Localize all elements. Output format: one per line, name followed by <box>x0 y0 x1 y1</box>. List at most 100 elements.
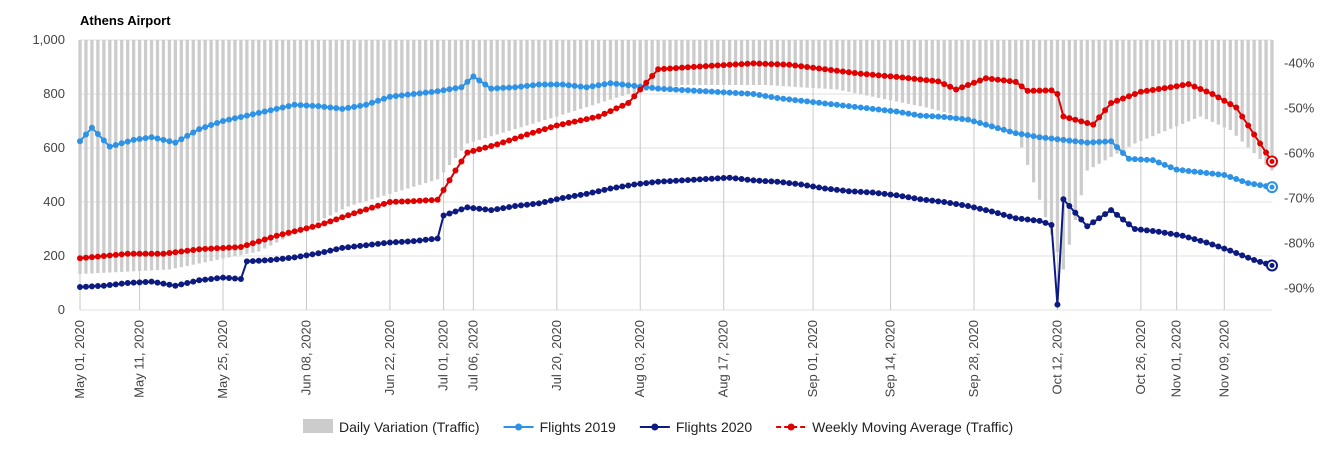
legend-item[interactable]: Flights 2020 <box>639 419 752 435</box>
data-point <box>118 280 125 287</box>
data-point <box>1209 91 1216 97</box>
data-point <box>1048 135 1055 142</box>
y-right-tick-label: -50% <box>1284 101 1315 116</box>
data-point <box>619 183 626 190</box>
data-point <box>744 60 751 67</box>
variation-bar <box>1216 40 1220 125</box>
data-point <box>1143 227 1150 234</box>
data-point <box>816 99 823 106</box>
variation-bar <box>316 40 321 222</box>
data-point <box>631 181 638 188</box>
data-point <box>1239 113 1246 120</box>
data-point <box>482 206 489 213</box>
data-point <box>488 143 495 150</box>
data-point <box>112 251 119 258</box>
data-point <box>833 186 840 193</box>
variation-bar <box>1180 40 1185 124</box>
legend-item[interactable]: Flights 2019 <box>503 419 616 435</box>
variation-bar <box>1020 40 1024 148</box>
data-point <box>571 192 578 199</box>
variation-bar <box>239 40 243 256</box>
data-point <box>297 253 304 260</box>
data-point <box>1012 215 1019 222</box>
variation-bar <box>483 40 487 139</box>
variation-bar <box>137 40 142 271</box>
variation-bar <box>596 40 601 104</box>
variation-bar <box>948 40 952 114</box>
data-point <box>506 204 513 211</box>
data-point <box>315 250 322 257</box>
data-point <box>458 158 465 165</box>
variation-bar <box>102 40 106 273</box>
data-point <box>226 244 232 251</box>
data-point <box>398 238 405 245</box>
variation-bar <box>960 40 964 117</box>
data-point <box>261 108 268 115</box>
data-point <box>547 124 554 131</box>
data-point <box>1245 122 1252 129</box>
legend-item[interactable]: Daily Variation (Traffic) <box>303 419 480 435</box>
data-point <box>166 250 173 256</box>
data-point <box>428 236 435 243</box>
data-point <box>1179 232 1186 239</box>
data-point <box>798 181 805 188</box>
data-point <box>1030 217 1037 224</box>
data-point <box>1030 133 1037 140</box>
data-point <box>1084 119 1091 126</box>
data-point <box>690 63 697 70</box>
legend-item[interactable]: Weekly Moving Average (Traffic) <box>776 419 1013 435</box>
data-point <box>142 250 149 257</box>
data-point <box>452 208 459 215</box>
data-point <box>625 182 632 189</box>
data-point <box>142 278 149 285</box>
data-point <box>416 90 423 97</box>
data-point <box>869 189 876 196</box>
data-point <box>255 238 262 245</box>
variation-bar <box>1091 40 1095 168</box>
data-point <box>911 195 918 202</box>
data-point <box>82 254 89 261</box>
y-left-tick-label: 0 <box>58 302 65 317</box>
data-point <box>77 255 83 262</box>
data-point <box>488 207 495 214</box>
variation-bar <box>227 40 231 258</box>
data-point <box>744 176 751 183</box>
variation-bar <box>626 40 630 94</box>
data-point <box>190 129 197 136</box>
data-point <box>375 97 381 104</box>
data-point <box>690 176 697 183</box>
data-point <box>1251 131 1258 138</box>
data-point <box>661 85 668 92</box>
data-point <box>1006 78 1013 85</box>
data-point <box>1191 83 1198 90</box>
data-point <box>124 138 131 145</box>
data-point <box>810 183 817 190</box>
data-point <box>798 63 805 70</box>
data-point <box>553 196 560 203</box>
variation-bar <box>686 40 690 85</box>
data-point <box>1179 82 1186 89</box>
data-point <box>315 103 322 110</box>
data-point <box>446 210 453 217</box>
data-point <box>768 94 775 101</box>
data-point <box>547 197 554 204</box>
data-point <box>1125 221 1132 228</box>
data-point <box>297 226 304 233</box>
variation-bar <box>197 40 201 264</box>
data-point <box>827 101 834 108</box>
data-point <box>88 124 95 131</box>
last-point-core <box>1269 262 1275 268</box>
data-point <box>810 99 817 106</box>
variation-bar <box>430 40 434 182</box>
data-point <box>470 73 477 80</box>
data-point <box>1036 217 1043 224</box>
data-point <box>1161 229 1168 236</box>
data-point <box>482 144 489 151</box>
variation-bar <box>549 40 553 119</box>
data-point <box>726 89 733 96</box>
variation-bar <box>644 40 648 91</box>
variation-bar <box>656 40 660 89</box>
data-point <box>613 184 620 191</box>
data-point <box>851 188 858 195</box>
data-point <box>988 208 995 215</box>
